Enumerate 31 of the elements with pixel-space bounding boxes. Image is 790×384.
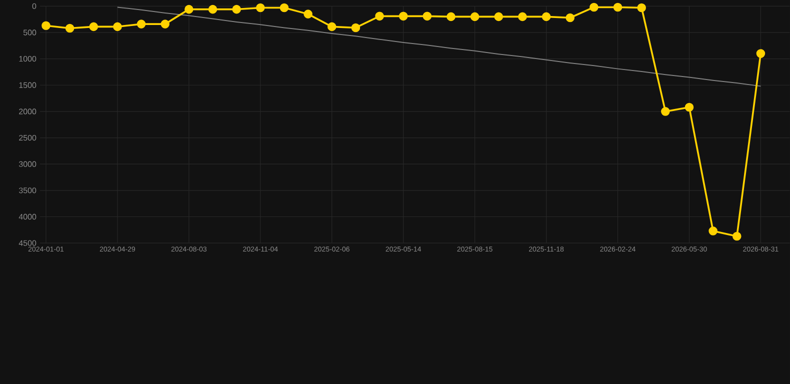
point (613, 2, 622, 12)
point (398, 12, 408, 21)
point (422, 12, 432, 21)
point (375, 12, 384, 21)
point (708, 226, 718, 236)
point (542, 12, 551, 22)
point (208, 4, 218, 14)
point (184, 4, 194, 14)
point (590, 2, 598, 12)
point (470, 12, 480, 22)
point (256, 3, 265, 12)
point (756, 49, 766, 58)
point (446, 12, 456, 22)
point (65, 24, 74, 33)
point (566, 13, 575, 22)
point (684, 102, 694, 112)
point (327, 22, 336, 32)
point (42, 21, 50, 30)
point (661, 107, 670, 116)
point (637, 3, 646, 12)
point (280, 3, 289, 12)
point (494, 12, 504, 22)
point (89, 22, 98, 32)
point (232, 4, 241, 14)
point (136, 20, 146, 28)
point (160, 20, 170, 28)
point (304, 10, 312, 18)
point (113, 22, 122, 32)
point (518, 12, 527, 22)
point (732, 232, 742, 241)
point (351, 23, 360, 32)
